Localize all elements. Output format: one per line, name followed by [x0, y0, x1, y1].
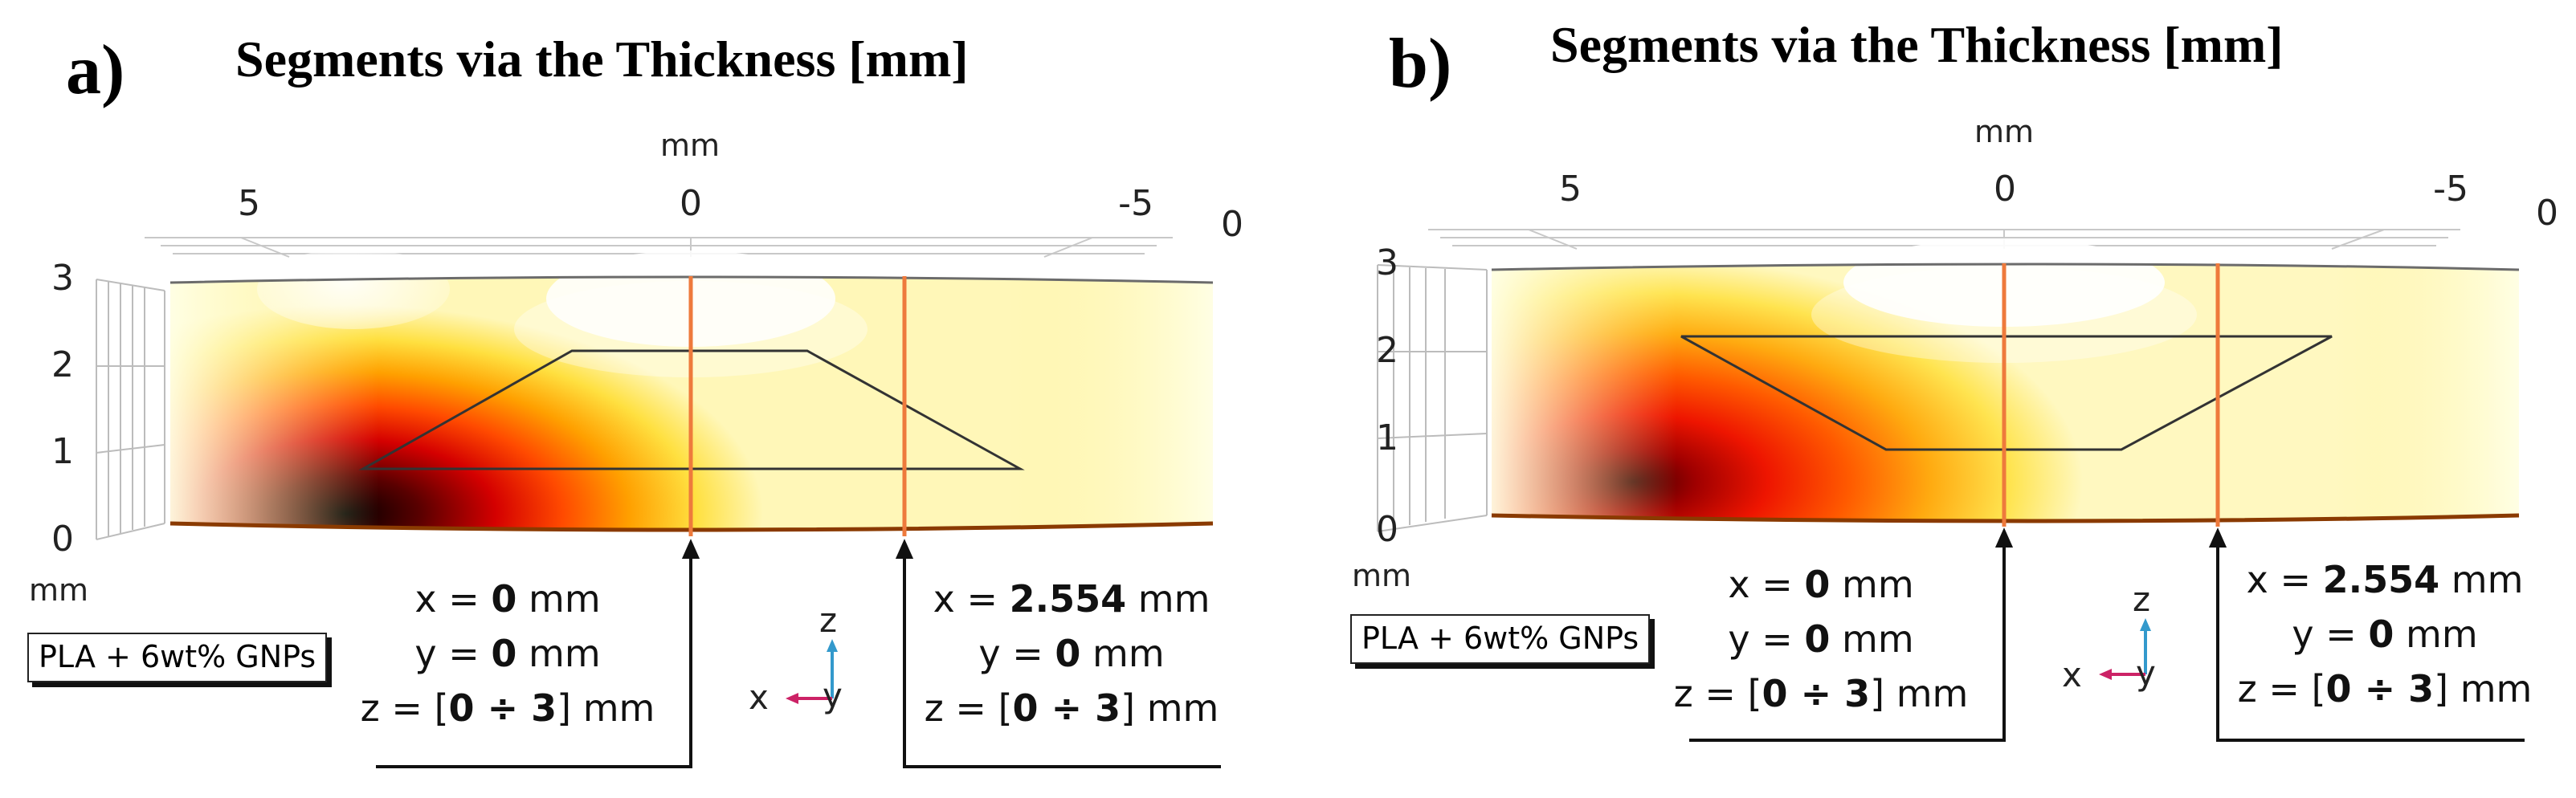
top-tick-minus5: -5 [1118, 183, 1153, 224]
panel-b: b) Segments via the Thickness [mm] mm 5 … [1288, 0, 2575, 798]
axis-triad [2099, 618, 2151, 680]
triad-z-label: z [819, 601, 838, 640]
triad-z-label: z [2133, 580, 2151, 619]
left-tick-2: 2 [1376, 330, 1398, 371]
top-tick-depth-0: 0 [1221, 204, 1243, 245]
triad-y-label: y [823, 676, 843, 715]
left-tick-2: 2 [51, 344, 74, 385]
top-tick-5: 5 [238, 183, 260, 224]
panel-title: Segments via the Thickness [mm] [1550, 16, 2284, 73]
panel-letter: b) [1389, 25, 1452, 103]
segment-2-coords: x = 2.554 mm y = 0 mm z = [0 ÷ 3] mm [924, 577, 1219, 730]
segment-1-coords: x = 0 mm y = 0 mm z = [0 ÷ 3] mm [1673, 563, 1969, 715]
left-tick-3: 3 [1376, 242, 1398, 283]
segment-2-coords: x = 2.554 mm y = 0 mm z = [0 ÷ 3] mm [2237, 558, 2533, 710]
trapezoid-b [1680, 335, 2333, 451]
top-tick-0: 0 [680, 183, 702, 224]
left-tick-0: 0 [51, 519, 74, 560]
callout-leaders [376, 539, 1221, 768]
panel-b-plot [1377, 229, 2525, 742]
left-tick-0: 0 [1376, 509, 1398, 550]
material-label: PLA + 6wt% GNPs [27, 633, 328, 682]
segment-1-coords: x = 0 mm y = 0 mm z = [0 ÷ 3] mm [360, 577, 655, 730]
top-tick-0: 0 [1994, 169, 2016, 210]
panel-a-plot [96, 237, 1221, 768]
top-tick-5: 5 [1559, 169, 1582, 210]
triad-x-label: x [749, 678, 769, 717]
panel-letter: a) [66, 31, 125, 109]
top-axis-unit: mm [660, 128, 721, 163]
callout-leaders [1689, 527, 2525, 742]
panel-a: a) Segments via the Thickness [mm] mm 5 … [27, 31, 1243, 768]
top-tick-minus5: -5 [2433, 169, 2468, 210]
left-grid [96, 279, 165, 540]
left-axis-unit: mm [1352, 558, 1412, 593]
material-label: PLA + 6wt% GNPs [1350, 614, 1651, 664]
top-axis-unit: mm [1974, 114, 2035, 149]
left-grid [1377, 264, 1488, 532]
left-axis-unit: mm [29, 572, 89, 608]
left-tick-3: 3 [51, 258, 74, 299]
top-tick-depth-0: 0 [2536, 193, 2558, 234]
triad-x-label: x [2062, 655, 2082, 694]
left-tick-1: 1 [51, 431, 74, 472]
triad-y-label: y [2136, 653, 2156, 693]
left-tick-1: 1 [1376, 417, 1398, 458]
panel-title: Segments via the Thickness [mm] [235, 31, 969, 88]
trapezoid-a [358, 349, 1025, 470]
axis-triad [786, 639, 838, 704]
